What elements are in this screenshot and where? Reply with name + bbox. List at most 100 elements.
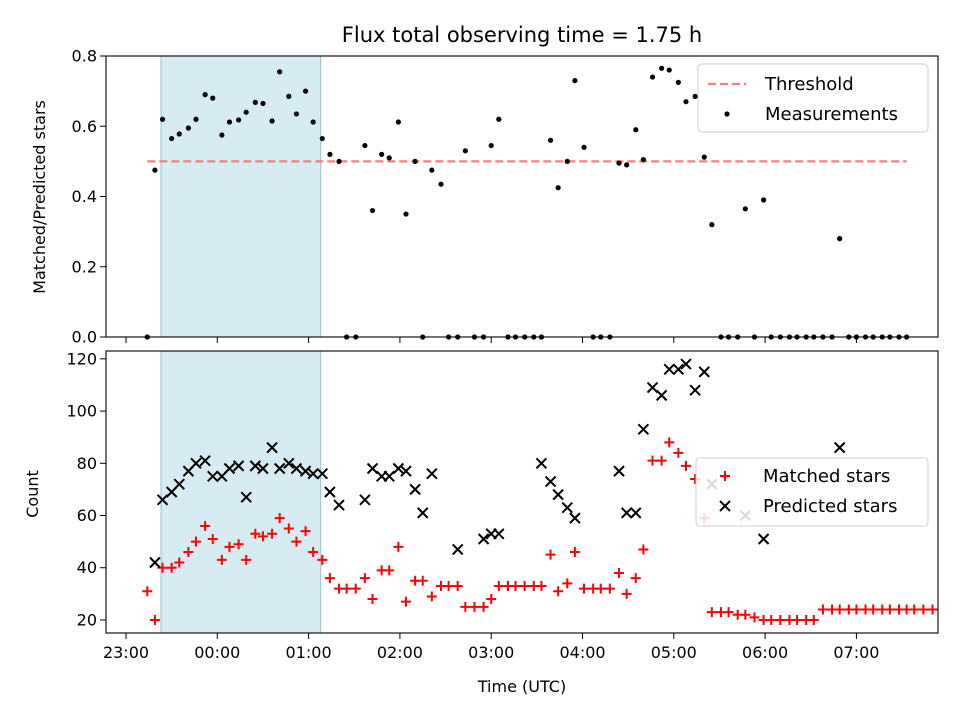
legend-matched-label: Matched stars (763, 466, 890, 487)
data-point (630, 573, 641, 584)
data-point (226, 119, 233, 125)
data-point (233, 539, 244, 550)
legend-threshold-label: Threshold (764, 74, 854, 95)
data-point (159, 116, 166, 122)
data-point (267, 528, 278, 539)
data-point (749, 612, 760, 623)
legend-counts: Matched stars Predicted stars (695, 457, 929, 527)
data-point (241, 554, 252, 565)
data-point (142, 586, 153, 597)
data-point (207, 534, 218, 544)
data-point (316, 468, 329, 480)
data-point (630, 507, 642, 519)
data-point (412, 158, 418, 164)
data-point (169, 135, 175, 142)
data-point (561, 501, 574, 514)
y-tick-label: 40 (77, 558, 97, 577)
data-point (366, 462, 379, 475)
data-point (293, 111, 300, 117)
data-point (547, 137, 554, 143)
data-point (562, 578, 573, 589)
data-point (384, 565, 395, 576)
data-point (808, 614, 819, 625)
data-point (775, 614, 786, 625)
shaded-region (160, 350, 322, 634)
legend-measurements-label: Measurements (765, 104, 898, 125)
data-point (324, 573, 335, 584)
data-point (742, 206, 748, 212)
legend-box (695, 457, 929, 527)
data-point (740, 609, 751, 620)
data-point (927, 604, 938, 615)
x-tick-label: 01:00 (286, 643, 332, 662)
data-point (400, 465, 412, 477)
data-point (553, 586, 564, 597)
data-point (510, 581, 521, 591)
data-point (367, 594, 378, 605)
data-point (359, 494, 371, 506)
data-point (249, 460, 262, 472)
data-point (837, 236, 843, 242)
data-point (291, 536, 302, 547)
data-point (269, 118, 275, 124)
data-point (833, 441, 846, 454)
data-point (868, 604, 879, 615)
data-point (252, 99, 258, 105)
ratio-y-axis-label: Matched/Predicted stars (30, 100, 49, 294)
data-point (300, 526, 311, 537)
data-point (766, 614, 777, 625)
count-y-axis-label: Count (23, 470, 42, 518)
data-point (581, 144, 587, 150)
data-point (193, 116, 199, 122)
data-point (223, 462, 236, 475)
data-point (640, 157, 646, 163)
data-point (283, 523, 294, 534)
data-point (224, 541, 235, 552)
data-point (174, 557, 185, 568)
data-point (409, 483, 421, 496)
panel-counts: 20 40 60 80 100 120 23:00 00:00 01:00 02:00 03:00 0… (66, 349, 939, 662)
data-point (709, 222, 715, 228)
data-point (655, 389, 668, 402)
data-point (469, 601, 480, 612)
y-tick-label: 20 (77, 610, 97, 629)
data-point (185, 125, 191, 131)
y-tick-label: 100 (66, 402, 97, 421)
data-point (426, 591, 437, 602)
data-point (689, 384, 701, 396)
data-point (692, 93, 698, 99)
data-point (257, 462, 269, 475)
data-point (680, 460, 691, 471)
data-point (555, 185, 561, 191)
data-point (760, 197, 767, 203)
data-point (290, 462, 303, 475)
data-point (604, 583, 615, 594)
data-point (149, 614, 160, 625)
data-point (664, 437, 675, 448)
data-point (621, 588, 632, 599)
y-tick-label: 0.4 (72, 187, 97, 206)
data-point (232, 460, 245, 472)
y-tick-label: 0.0 (72, 328, 97, 347)
data-point (219, 132, 225, 138)
data-point (757, 533, 770, 545)
data-point (273, 462, 286, 475)
data-point (496, 116, 502, 122)
data-point (216, 554, 227, 565)
data-point (656, 455, 667, 466)
data-point (257, 531, 268, 542)
axes-frame (105, 350, 939, 634)
data-point (569, 547, 580, 558)
x-tick-label: 05:00 (651, 643, 697, 662)
data-point (200, 520, 211, 531)
shaded-region (160, 55, 322, 338)
data-point (307, 468, 319, 480)
data-point (438, 181, 444, 187)
data-point (308, 547, 319, 558)
data-point (851, 604, 862, 615)
data-point (493, 581, 504, 591)
data-point (569, 512, 581, 524)
data-point (190, 457, 202, 469)
y-tick-label: 0.6 (72, 117, 97, 136)
data-point (286, 93, 292, 99)
